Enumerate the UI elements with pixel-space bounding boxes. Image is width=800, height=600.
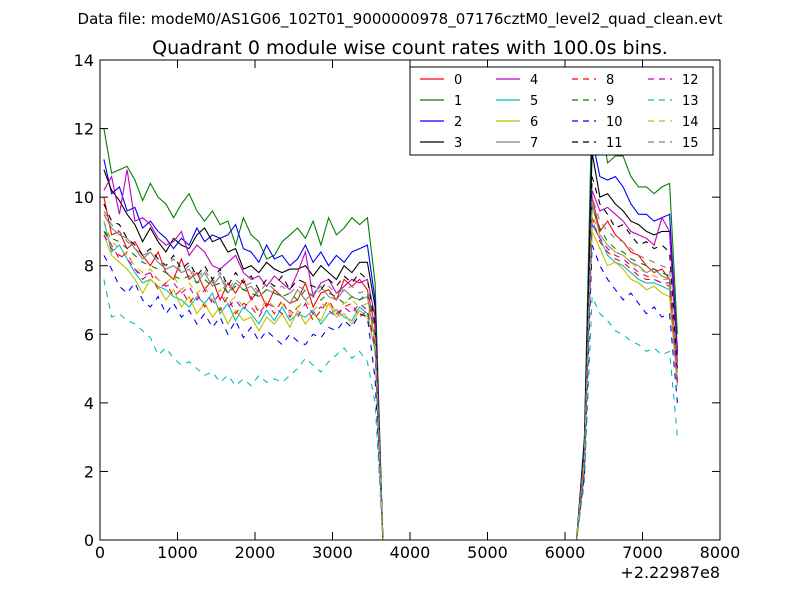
x-tick-label: 7000	[622, 543, 663, 562]
series-line-6	[103, 231, 678, 541]
legend-box	[409, 66, 714, 156]
y-tick-label: 2	[84, 462, 94, 481]
legend-label-10: 10	[606, 115, 623, 130]
x-tick-label: 6000	[545, 543, 586, 562]
legend-label-4: 4	[530, 73, 538, 88]
x-tick-label: 8000	[700, 543, 741, 562]
series-line-8	[103, 217, 678, 541]
series-line-13	[103, 279, 678, 541]
legend-label-12: 12	[682, 73, 699, 88]
series-line-5	[103, 220, 678, 541]
x-tick-label: 0	[95, 543, 105, 562]
ticks-layer: 0 1000 2000 3000 4000 5000 6000 7000 80000246810…	[74, 51, 741, 562]
legend-label-3: 3	[454, 136, 462, 151]
series-line-1	[103, 97, 678, 541]
legend-label-7: 7	[530, 136, 538, 151]
y-tick-label: 12	[74, 120, 94, 139]
legend-label-5: 5	[530, 94, 538, 109]
series-line-0	[103, 196, 678, 541]
series-layer	[103, 97, 678, 541]
y-tick-label: 8	[84, 257, 94, 276]
legend-label-2: 2	[454, 115, 462, 130]
x-tick-label: 3000	[312, 543, 353, 562]
legend-label-13: 13	[682, 94, 699, 109]
legend-label-0: 0	[454, 73, 462, 88]
x-tick-label: 5000	[467, 543, 508, 562]
legend-label-1: 1	[454, 94, 462, 109]
y-tick-label: 4	[84, 394, 94, 413]
y-tick-label: 14	[74, 51, 94, 70]
y-tick-label: 6	[84, 325, 94, 344]
legend-label-14: 14	[682, 115, 699, 130]
y-tick-label: 10	[74, 188, 94, 207]
series-line-7	[103, 203, 678, 541]
series-line-10	[103, 244, 678, 541]
legend-label-11: 11	[606, 136, 623, 151]
legend-label-8: 8	[606, 73, 614, 88]
chart-title: Quadrant 0 module wise count rates with …	[152, 37, 668, 59]
plot-frame	[99, 59, 721, 541]
figure-supertitle: Data file: modeM0/AS1G06_102T01_90000009…	[78, 10, 723, 29]
legend-label-15: 15	[682, 136, 699, 151]
series-line-11	[103, 176, 678, 541]
series-line-14	[103, 214, 678, 541]
x-tick-label: 2000	[235, 543, 276, 562]
series-line-9	[103, 207, 678, 541]
y-tick-label: 0	[84, 531, 94, 550]
x-tick-label: 1000	[157, 543, 198, 562]
series-line-4	[103, 169, 678, 541]
series-line-15	[103, 196, 678, 541]
x-tick-label: 4000	[390, 543, 431, 562]
legend-label-9: 9	[606, 94, 614, 109]
legend-label-6: 6	[530, 115, 538, 130]
x-offset-label: +2.22987e8	[620, 563, 720, 582]
series-line-3	[103, 152, 678, 541]
